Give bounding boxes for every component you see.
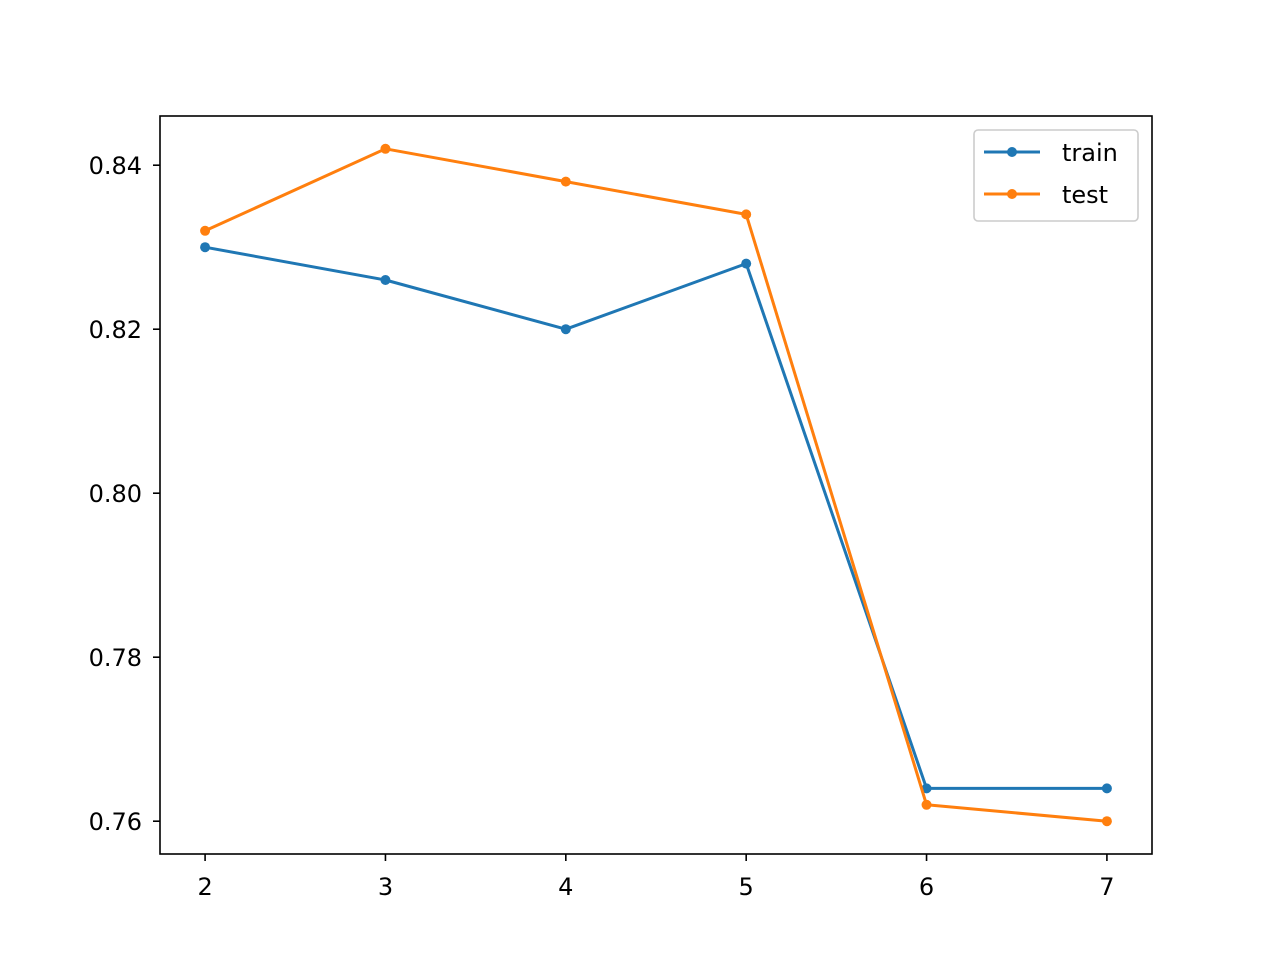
x-tick-label: 5: [739, 873, 754, 901]
data-point-train: [1101, 783, 1112, 794]
data-point-test: [1101, 816, 1112, 827]
legend: train test: [973, 129, 1139, 222]
series-train: [200, 242, 1112, 794]
series-line-train: [203, 245, 1109, 790]
y-tick-label: 0.84: [89, 152, 142, 180]
legend-item-test: test: [984, 181, 1108, 209]
legend-item-train: train: [984, 139, 1118, 167]
x-tick-label: 3: [378, 873, 393, 901]
x-tick-label: 4: [558, 873, 573, 901]
plot-area-frame: [159, 115, 1153, 855]
legend-swatch-marker: [1007, 189, 1017, 199]
legend-label: test: [1062, 181, 1108, 209]
legend-swatch-marker: [1007, 147, 1017, 157]
series-group: [200, 143, 1112, 827]
y-tick-label: 0.82: [89, 316, 142, 344]
data-point-test: [200, 225, 211, 236]
series-test: [200, 143, 1112, 827]
data-point-train: [741, 258, 752, 269]
data-point-test: [380, 143, 391, 154]
y-tick-label: 0.78: [89, 644, 142, 672]
legend-label: train: [1062, 139, 1118, 167]
x-tick-label: 7: [1099, 873, 1114, 901]
y-tick-label: 0.80: [89, 480, 142, 508]
data-point-test: [560, 176, 571, 187]
y-tick-label: 0.76: [89, 808, 142, 836]
x-tick-label: 6: [919, 873, 934, 901]
data-point-test: [921, 799, 932, 810]
data-point-train: [200, 242, 211, 253]
x-tick-label: 2: [197, 873, 212, 901]
data-point-train: [921, 783, 932, 794]
data-point-train: [380, 275, 391, 285]
series-line-test: [203, 147, 1109, 823]
axes: 2 3 4 5 6 7 0.76 0.78 0.80 0.82 0.84: [89, 115, 1153, 901]
data-point-test: [741, 209, 752, 220]
data-point-train: [560, 324, 571, 335]
